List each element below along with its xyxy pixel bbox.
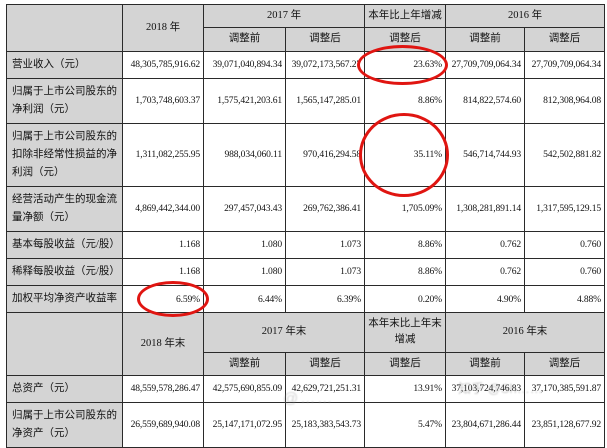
row-label: 总资产（元） xyxy=(6,374,123,403)
cell: 23,851,128,677.92 xyxy=(524,401,605,448)
header-2018: 2018 年 xyxy=(122,4,204,52)
cell: 13.91% xyxy=(364,374,446,403)
cell: 269,762,386.41 xyxy=(285,185,365,232)
header-blank-2 xyxy=(6,312,123,376)
cell: 1.168 xyxy=(122,257,204,287)
cell: 1,308,281,891.14 xyxy=(445,185,525,232)
table-row-weighted-roe: 加权平均净资产收益率 6.59% 6.44% 6.39% 0.20% 4.90%… xyxy=(6,281,605,318)
cell: 26,559,689,940.08 xyxy=(122,401,204,448)
table-row-net-profit: 归属于上市公司股东的净利润（元） 1,703,748,603.37 1,575,… xyxy=(6,77,605,124)
table-row-total-assets: 总资产（元） 48,559,578,286.47 42,575,690,855.… xyxy=(6,374,605,403)
cell: 1,311,082,255.95 xyxy=(122,122,204,187)
cell-circled: 23.63% xyxy=(357,44,448,85)
cell: 25,183,383,543.73 xyxy=(285,401,365,448)
table-row-diluted-eps: 稀释每股收益（元/股） 1.168 1.080 1.073 8.86% 0.76… xyxy=(6,257,605,287)
subheader-2016-before: 调整前 xyxy=(445,27,525,52)
cell: 39,071,040,894.34 xyxy=(203,50,286,79)
subheader-2017-after: 调整后 xyxy=(285,27,365,52)
table-row-operating-cash-flow: 经营活动产生的现金流量净额（元） 4,869,442,344.00 297,45… xyxy=(6,185,605,232)
subheader-2017end-before: 调整前 xyxy=(203,351,286,376)
cell-circled: 35.11% xyxy=(359,112,449,197)
cell: 8.86% xyxy=(364,77,446,124)
header-yoy-change: 本年比上年增减 xyxy=(364,3,446,29)
cell: 1.073 xyxy=(285,257,365,287)
cell: 48,305,785,916.62 xyxy=(122,50,204,79)
cell: 0.20% xyxy=(364,284,446,314)
cell: 1.073 xyxy=(285,230,365,259)
cell: 42,575,690,855.09 xyxy=(203,374,286,403)
cell: 4,869,442,344.00 xyxy=(122,185,204,232)
header-yoy-end-change: 本年末比上年末增减 xyxy=(364,312,446,353)
subheader-2017end-after: 调整后 xyxy=(285,351,365,376)
cell: 812,308,964.08 xyxy=(524,77,605,124)
table-row-basic-eps: 基本每股收益（元/股） 1.168 1.080 1.073 8.86% 0.76… xyxy=(6,230,605,259)
cell: 27,709,709,064.34 xyxy=(524,50,605,79)
row-label: 归属于上市公司股东的净利润（元） xyxy=(6,77,123,124)
cell: 27,709,709,064.34 xyxy=(445,50,525,79)
cell: 37,170,385,591.87 xyxy=(524,374,605,403)
cell: 1,703,748,603.37 xyxy=(122,77,204,124)
header-2017-end: 2017 年末 xyxy=(203,312,365,353)
cell: 1.080 xyxy=(203,257,286,287)
header-2018-end: 2018 年末 xyxy=(122,312,204,376)
header-2017: 2017 年 xyxy=(203,3,365,29)
cell: 4.90% xyxy=(445,284,525,314)
financial-summary-table: 2018 年 2017 年 本年比上年增减 2016 年 调整前 调整后 调整后… xyxy=(6,3,605,448)
cell: 0.762 xyxy=(445,230,525,259)
table-row-revenue: 营业收入（元） 48,305,785,916.62 39,071,040,894… xyxy=(6,44,605,85)
cell: 814,822,574.60 xyxy=(445,77,525,124)
cell: 546,714,744.93 xyxy=(445,122,525,187)
cell: 48,559,578,286.47 xyxy=(122,374,204,403)
cell: 5.47% xyxy=(364,401,446,448)
cell: 6.44% xyxy=(203,284,286,314)
cell: 0.760 xyxy=(524,230,605,259)
cell: 542,502,881.82 xyxy=(524,122,605,187)
row-label: 营业收入（元） xyxy=(6,50,123,79)
cell: 6.39% xyxy=(285,284,365,314)
cell: 1.080 xyxy=(203,230,286,259)
cell: 1,565,147,285.01 xyxy=(285,77,365,124)
table-row-net-assets: 归属于上市公司股东的净资产（元） 26,559,689,940.08 25,14… xyxy=(6,401,605,448)
cell: 23,804,671,286.44 xyxy=(445,401,525,448)
cell: 1,317,595,129.15 xyxy=(524,185,605,232)
subheader-change-after: 调整后 xyxy=(364,27,446,52)
cell: 4.88% xyxy=(524,284,605,314)
subheader-2016end-after: 调整后 xyxy=(524,351,605,376)
header-blank xyxy=(6,4,123,52)
row-label: 经营活动产生的现金流量净额（元） xyxy=(6,185,123,232)
cell: 0.762 xyxy=(445,257,525,287)
row-label: 归属于上市公司股东的净资产（元） xyxy=(6,401,123,448)
cell: 8.86% xyxy=(364,257,446,287)
subheader-2016-after: 调整后 xyxy=(524,27,605,52)
row-label: 基本每股收益（元/股） xyxy=(6,230,123,259)
row-label: 加权平均净资产收益率 xyxy=(6,284,123,314)
cell: 37,103,724,746.83 xyxy=(445,374,525,403)
cell: 39,072,173,567.27 xyxy=(285,50,365,79)
row-label: 归属于上市公司股东的扣除非经常性损益的净利润（元） xyxy=(6,122,123,187)
cell: 988,034,060.11 xyxy=(203,122,286,187)
table-row-deducted-net-profit: 归属于上市公司股东的扣除非经常性损益的净利润（元） 1,311,082,255.… xyxy=(6,112,605,197)
cell: 8.86% xyxy=(364,230,446,259)
cell: 0.760 xyxy=(524,257,605,287)
cell-circled: 6.59% xyxy=(122,281,209,318)
cell: 1,705.09% xyxy=(364,185,446,232)
subheader-2016end-before: 调整前 xyxy=(445,351,525,376)
row-label: 稀释每股收益（元/股） xyxy=(6,257,123,287)
cell: 1,575,421,203.61 xyxy=(203,77,286,124)
cell: 1.168 xyxy=(122,230,204,259)
cell: 42,629,721,251.31 xyxy=(285,374,365,403)
cell: 970,416,294.58 xyxy=(285,122,365,187)
header-2016: 2016 年 xyxy=(445,3,605,29)
cell: 25,147,171,072.95 xyxy=(203,401,286,448)
cell: 297,457,043.43 xyxy=(203,185,286,232)
key-accounting-data-table: 2018 年 2017 年 本年比上年增减 2016 年 调整前 调整后 调整后… xyxy=(6,3,605,448)
subheader-endchange-after: 调整后 xyxy=(364,351,446,376)
header-2016-end: 2016 年末 xyxy=(445,312,605,353)
subheader-2017-before: 调整前 xyxy=(203,27,286,52)
